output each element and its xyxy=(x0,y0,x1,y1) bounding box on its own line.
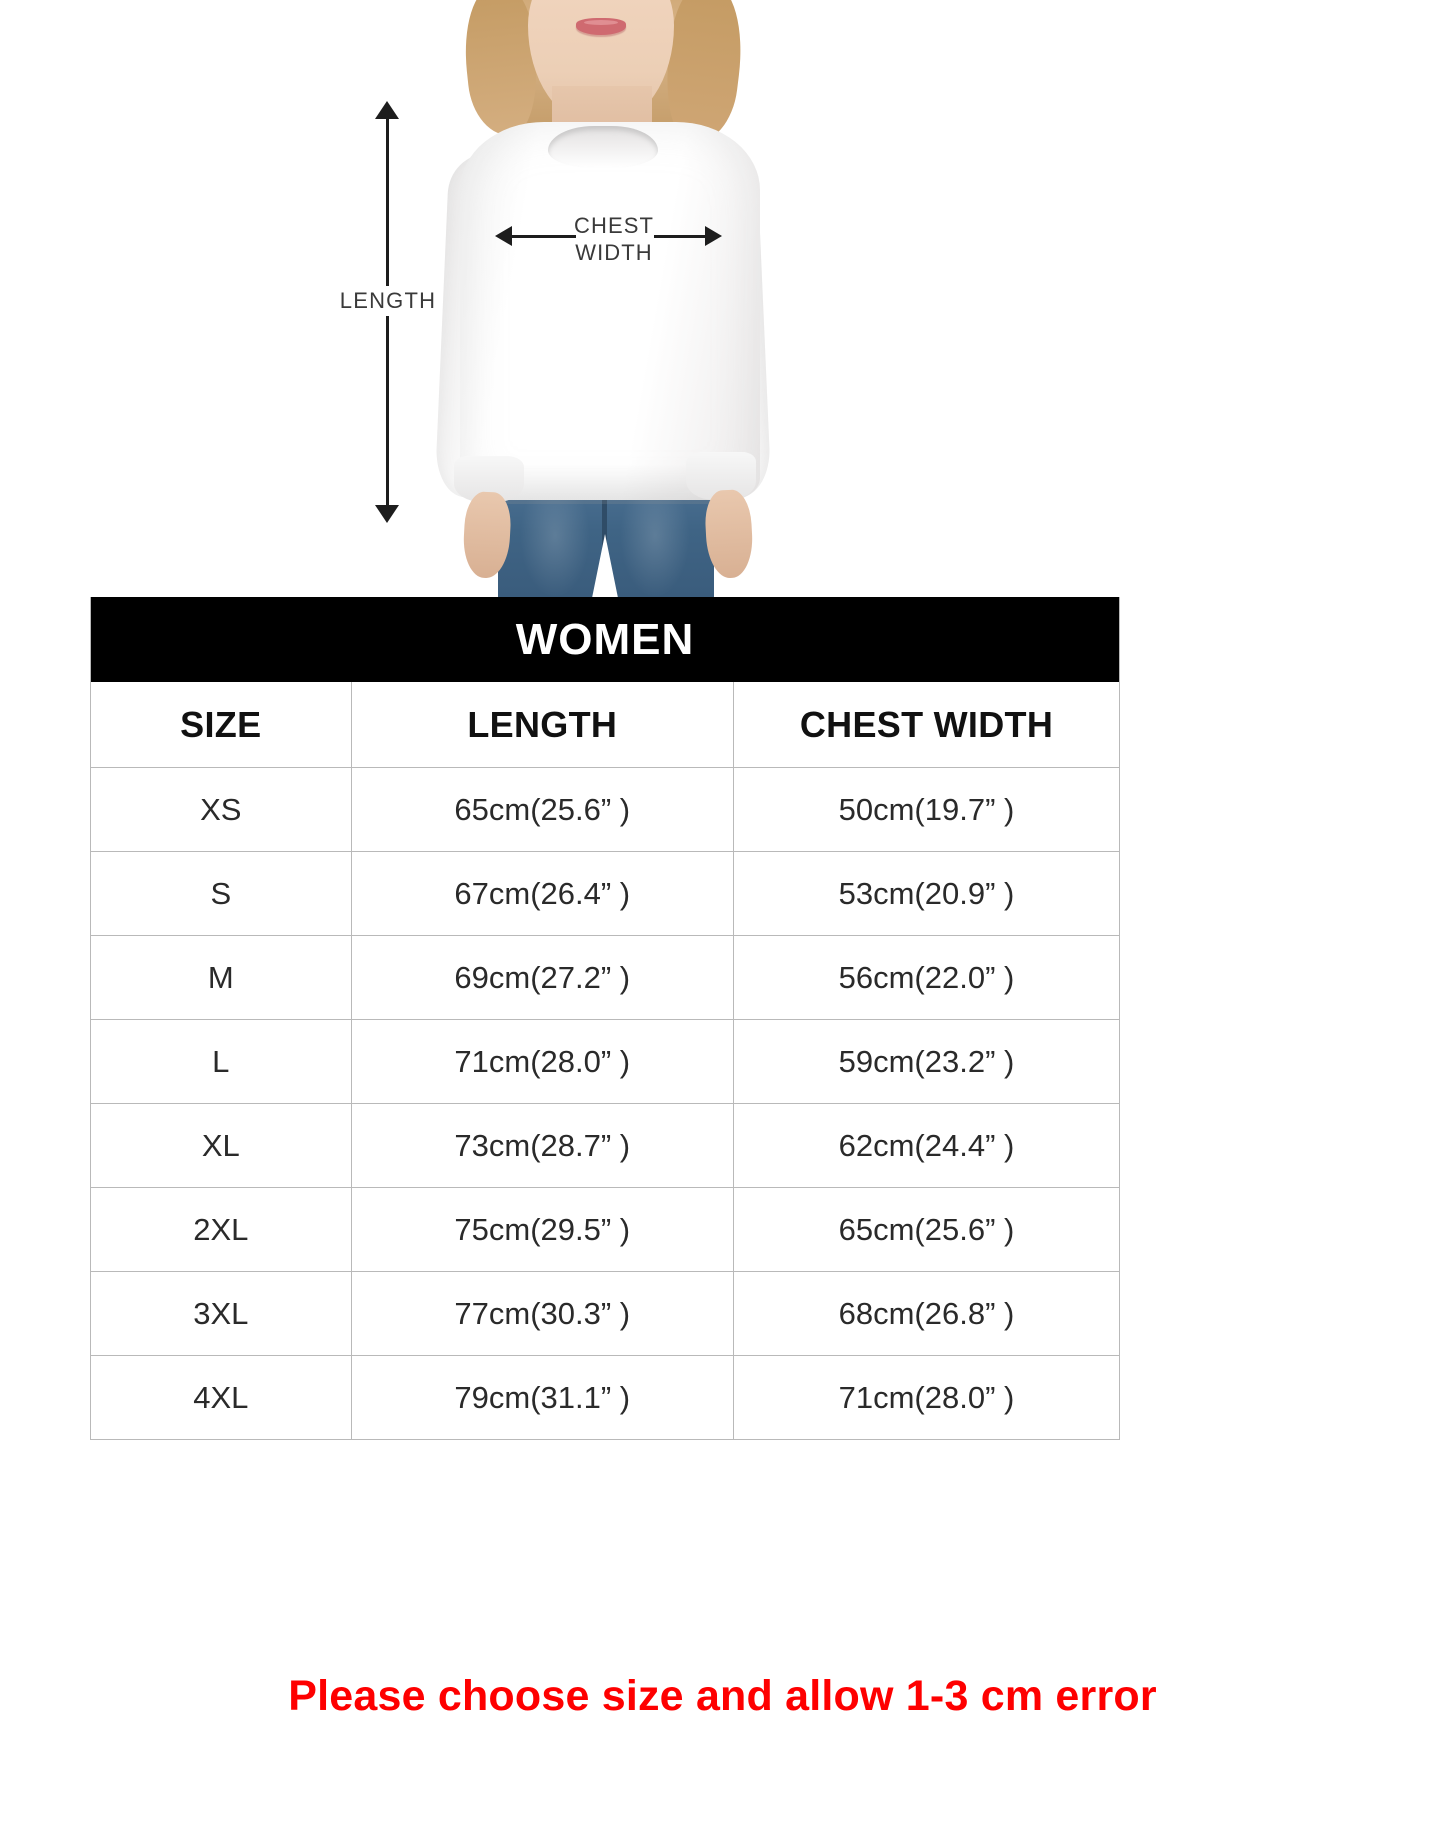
chest-width-cell: 50cm(19.7” ) xyxy=(733,767,1119,852)
chest-width-measure-label: CHEST WIDTH xyxy=(566,212,662,266)
size-cell: 2XL xyxy=(91,1187,352,1272)
model-jeans-right-fade xyxy=(620,494,690,598)
chest-width-line-right xyxy=(654,235,706,238)
column-header-chest-width: CHEST WIDTH xyxy=(733,682,1119,768)
length-cell: 71cm(28.0” ) xyxy=(351,1019,734,1104)
chest-width-cell: 71cm(28.0” ) xyxy=(838,1379,1015,1415)
chest-width-label-line2: WIDTH xyxy=(575,240,653,265)
size-error-note: Please choose size and allow 1-3 cm erro… xyxy=(288,1672,1157,1720)
length-arrow-up-icon xyxy=(375,101,399,119)
sweatshirt-collar xyxy=(548,126,658,168)
length-cell: 73cm(28.7” ) xyxy=(351,1103,734,1188)
table-row: XL 73cm(28.7” ) 62cm(24.4” ) xyxy=(91,1103,1119,1188)
size-table: SIZE LENGTH CHEST WIDTH XS 65cm(25.6” ) 50… xyxy=(91,682,1119,1439)
product-measurement-diagram: LENGTH CHEST WIDTH xyxy=(0,0,1445,600)
sweatshirt-body xyxy=(460,122,760,500)
table-row: 4XL 79cm(31.1” ) 71cm(28.0” ) xyxy=(91,1355,1119,1439)
table-header-row: SIZE LENGTH CHEST WIDTH xyxy=(91,682,1119,768)
size-cell: 3XL xyxy=(91,1271,352,1356)
table-row: L 71cm(28.0” ) 59cm(23.2” ) xyxy=(91,1019,1119,1104)
length-arrow-down-icon xyxy=(375,505,399,523)
chest-width-arrow-left-icon xyxy=(495,226,512,246)
size-cell: M xyxy=(91,935,352,1020)
length-measure-label: LENGTH xyxy=(336,286,440,316)
size-cell: 4XL xyxy=(91,1355,352,1439)
length-cell: 65cm(25.6” ) xyxy=(351,767,734,852)
size-cell: XS xyxy=(91,767,352,852)
chest-width-line-left xyxy=(508,235,576,238)
chest-width-cell: 68cm(26.8” ) xyxy=(733,1271,1119,1356)
table-row: 2XL 75cm(29.5” ) 65cm(25.6” ) xyxy=(91,1187,1119,1272)
model-lips-highlight xyxy=(584,20,618,25)
chest-width-arrow-right-icon xyxy=(705,226,722,246)
size-cell: L xyxy=(91,1019,352,1104)
length-cell: 79cm(31.1” ) xyxy=(351,1355,734,1439)
column-header-size: SIZE xyxy=(91,682,352,768)
length-cell: 75cm(29.5” ) xyxy=(351,1187,734,1272)
model-jeans-left-fade xyxy=(520,494,590,598)
table-row: XS 65cm(25.6” ) 50cm(19.7” ) xyxy=(91,767,1119,852)
size-cell: S xyxy=(91,851,352,936)
table-row: S 67cm(26.4” ) 53cm(20.9” ) xyxy=(91,851,1119,936)
table-body: XS 65cm(25.6” ) 50cm(19.7” ) S 67cm(26.4” ) 5… xyxy=(91,767,1119,1439)
chest-width-cell: 53cm(20.9” ) xyxy=(733,851,1119,936)
chest-width-cell: 56cm(22.0” ) xyxy=(733,935,1119,1020)
size-chart-title: WOMEN xyxy=(91,597,1119,682)
table-row: M 69cm(27.2” ) 56cm(22.0” ) xyxy=(91,935,1119,1020)
size-cell: XL xyxy=(91,1103,352,1188)
chest-width-cell: 59cm(23.2” ) xyxy=(733,1019,1119,1104)
length-cell: 67cm(26.4” ) xyxy=(351,851,734,936)
chest-width-cell: 62cm(24.4” ) xyxy=(733,1103,1119,1188)
model-photo xyxy=(424,0,804,600)
length-cell: 69cm(27.2” ) xyxy=(351,935,734,1020)
table-row: 3XL 77cm(30.3” ) 68cm(26.8” ) xyxy=(91,1271,1119,1356)
size-chart-table-container: WOMEN SIZE LENGTH CHEST WIDTH XS 65cm(25.… xyxy=(90,597,1120,1440)
column-header-length: LENGTH xyxy=(351,682,734,768)
chest-width-label-line1: CHEST xyxy=(573,213,655,238)
chest-width-cell: 65cm(25.6” ) xyxy=(733,1187,1119,1272)
length-cell: 77cm(30.3” ) xyxy=(351,1271,734,1356)
